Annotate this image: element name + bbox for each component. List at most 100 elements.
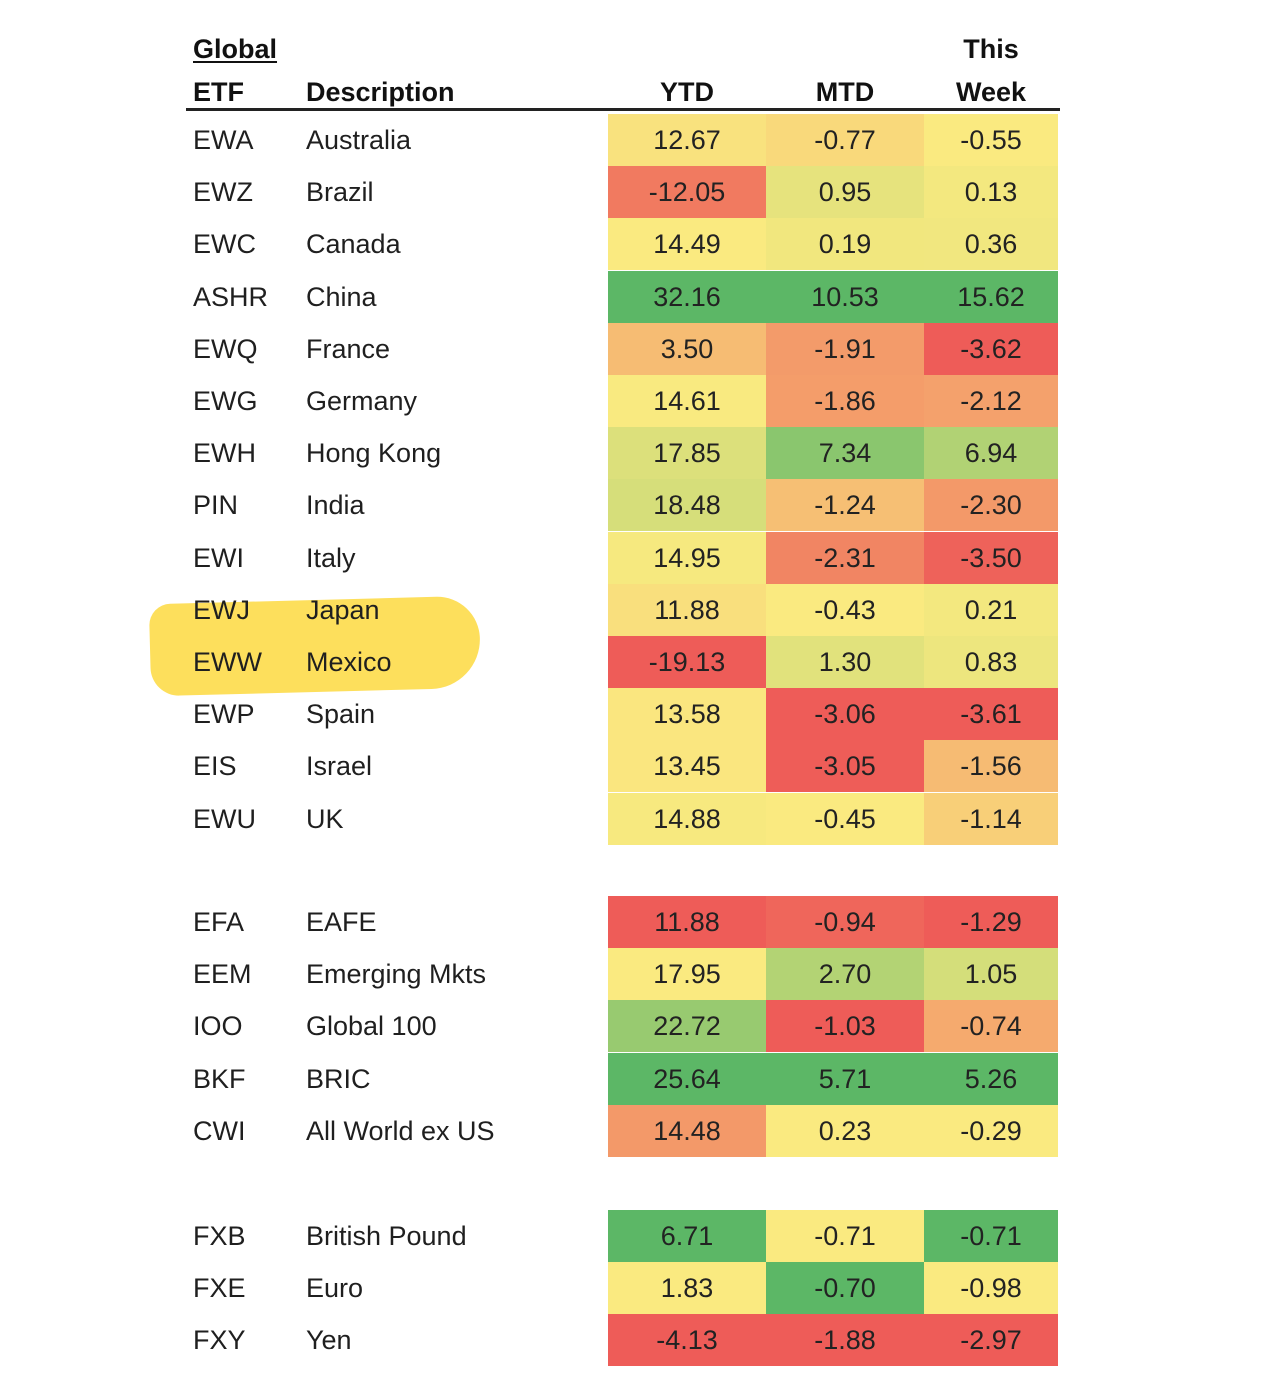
table-row: EWU UK 14.88 -0.45 -1.14 — [186, 792, 1060, 845]
ytd-cell: -4.13 — [608, 1314, 766, 1367]
mtd-cell: -1.88 — [766, 1314, 924, 1367]
ytd-cell: 13.58 — [608, 688, 766, 741]
etf-ticker: FXB — [193, 1221, 246, 1251]
week-cell: -2.97 — [924, 1314, 1058, 1367]
mtd-cell: 0.23 — [766, 1104, 924, 1157]
etf-ticker: FXE — [193, 1273, 246, 1304]
etf-description: France — [306, 333, 391, 364]
table-row: EWG Germany 14.61 -1.86 -2.12 — [186, 375, 1060, 427]
ytd-cell: 14.88 — [608, 792, 766, 845]
week-cell: 0.21 — [924, 583, 1058, 636]
week-cell: -1.29 — [924, 896, 1058, 948]
week-cell: -0.71 — [924, 1210, 1058, 1262]
ytd-cell: 3.50 — [608, 322, 766, 375]
etf-ticker: ASHR — [193, 281, 269, 312]
etf-description: Global 100 — [306, 1011, 437, 1042]
etf-ticker: EEM — [193, 959, 252, 990]
mtd-cell: 10.53 — [766, 270, 924, 323]
etf-ticker: PIN — [193, 490, 239, 521]
ytd-cell: 12.67 — [608, 114, 766, 166]
etf-description: India — [306, 490, 365, 521]
header-etf: ETF — [193, 77, 244, 107]
etf-ticker: EWG — [193, 386, 258, 416]
etf-ticker: EWJ — [193, 594, 250, 625]
mtd-cell: -1.91 — [766, 322, 924, 375]
week-cell: 0.13 — [924, 166, 1058, 219]
mtd-cell: -0.71 — [766, 1210, 924, 1262]
table-row: EWZ Brazil -12.05 0.95 0.13 — [186, 166, 1060, 219]
etf-description: Euro — [306, 1273, 364, 1304]
week-cell: -0.29 — [924, 1104, 1058, 1157]
etf-ticker: IOO — [193, 1011, 243, 1042]
table-row: BKF BRIC 25.64 5.71 5.26 — [186, 1052, 1060, 1105]
week-cell: -0.55 — [924, 114, 1058, 166]
table-row: EWW Mexico -19.13 1.30 0.83 — [186, 636, 1060, 688]
ytd-cell: 18.48 — [608, 479, 766, 532]
mtd-cell: -3.06 — [766, 688, 924, 741]
table-row: EWJ Japan 11.88 -0.43 0.21 — [186, 583, 1060, 636]
etf-ticker: EWZ — [193, 177, 253, 208]
week-cell: 0.36 — [924, 218, 1058, 271]
week-cell: 0.83 — [924, 636, 1058, 688]
etf-ticker: EWW — [193, 647, 262, 677]
mtd-cell: 5.71 — [766, 1052, 924, 1105]
etf-description: Mexico — [306, 647, 392, 677]
etf-description: China — [306, 281, 377, 312]
table-row: EWQ France 3.50 -1.91 -3.62 — [186, 322, 1060, 375]
etf-ticker: EWH — [193, 438, 256, 469]
mtd-cell: -0.45 — [766, 792, 924, 845]
table-row: EEM Emerging Mkts 17.95 2.70 1.05 — [186, 948, 1060, 1001]
table-row: ASHR China 32.16 10.53 15.62 — [186, 270, 1060, 323]
etf-description: Italy — [306, 542, 356, 573]
table-row: IOO Global 100 22.72 -1.03 -0.74 — [186, 1000, 1060, 1053]
header-this-week-line1: This — [963, 34, 1019, 64]
week-cell: -1.56 — [924, 740, 1058, 793]
mtd-cell: 0.95 — [766, 166, 924, 219]
ytd-cell: 14.95 — [608, 531, 766, 584]
etf-description: Canada — [306, 229, 401, 260]
ytd-cell: 17.85 — [608, 427, 766, 480]
ytd-cell: 11.88 — [608, 896, 766, 948]
table-row: EFA EAFE 11.88 -0.94 -1.29 — [186, 896, 1060, 948]
table-row: FXB British Pound 6.71 -0.71 -0.71 — [186, 1210, 1060, 1262]
table-row: FXY Yen -4.13 -1.88 -2.97 — [186, 1314, 1060, 1367]
header-divider — [186, 108, 1060, 111]
table-row: EWH Hong Kong 17.85 7.34 6.94 — [186, 427, 1060, 480]
etf-ticker: EWP — [193, 699, 255, 730]
etf-ticker: EWC — [193, 229, 256, 260]
mtd-cell: 0.19 — [766, 218, 924, 271]
etf-description: Hong Kong — [306, 438, 442, 469]
ytd-cell: 14.61 — [608, 375, 766, 427]
week-cell: -3.61 — [924, 688, 1058, 741]
week-cell: -0.98 — [924, 1262, 1058, 1315]
mtd-cell: -1.24 — [766, 479, 924, 532]
week-cell: 5.26 — [924, 1052, 1058, 1105]
ytd-cell: 14.49 — [608, 218, 766, 271]
mtd-cell: -3.05 — [766, 740, 924, 793]
ytd-cell: 17.95 — [608, 948, 766, 1001]
etf-ticker: CWI — [193, 1115, 246, 1146]
etf-description: EAFE — [306, 907, 377, 937]
etf-ticker: FXY — [193, 1325, 246, 1356]
ytd-cell: 22.72 — [608, 1000, 766, 1053]
etf-ticker: EWU — [193, 803, 256, 834]
etf-description: Spain — [306, 699, 376, 730]
table-row: EIS Israel 13.45 -3.05 -1.56 — [186, 740, 1060, 793]
week-cell: -2.12 — [924, 375, 1058, 427]
mtd-cell: -1.03 — [766, 1000, 924, 1053]
etf-description: British Pound — [306, 1221, 467, 1251]
etf-description: All World ex US — [306, 1115, 495, 1146]
ytd-cell: 13.45 — [608, 740, 766, 793]
header-mtd: MTD — [815, 77, 875, 107]
etf-ticker: EWI — [193, 542, 244, 573]
table-row: FXE Euro 1.83 -0.70 -0.98 — [186, 1262, 1060, 1315]
week-cell: 6.94 — [924, 427, 1058, 480]
table-row: EWC Canada 14.49 0.19 0.36 — [186, 218, 1060, 271]
table-row: CWI All World ex US 14.48 0.23 -0.29 — [186, 1104, 1060, 1157]
table-row: EWI Italy 14.95 -2.31 -3.50 — [186, 531, 1060, 584]
etf-description: Germany — [306, 386, 418, 416]
week-cell: -3.50 — [924, 531, 1058, 584]
header-description: Description — [306, 77, 455, 107]
ytd-cell: 32.16 — [608, 270, 766, 323]
group-title: Global — [193, 34, 278, 64]
